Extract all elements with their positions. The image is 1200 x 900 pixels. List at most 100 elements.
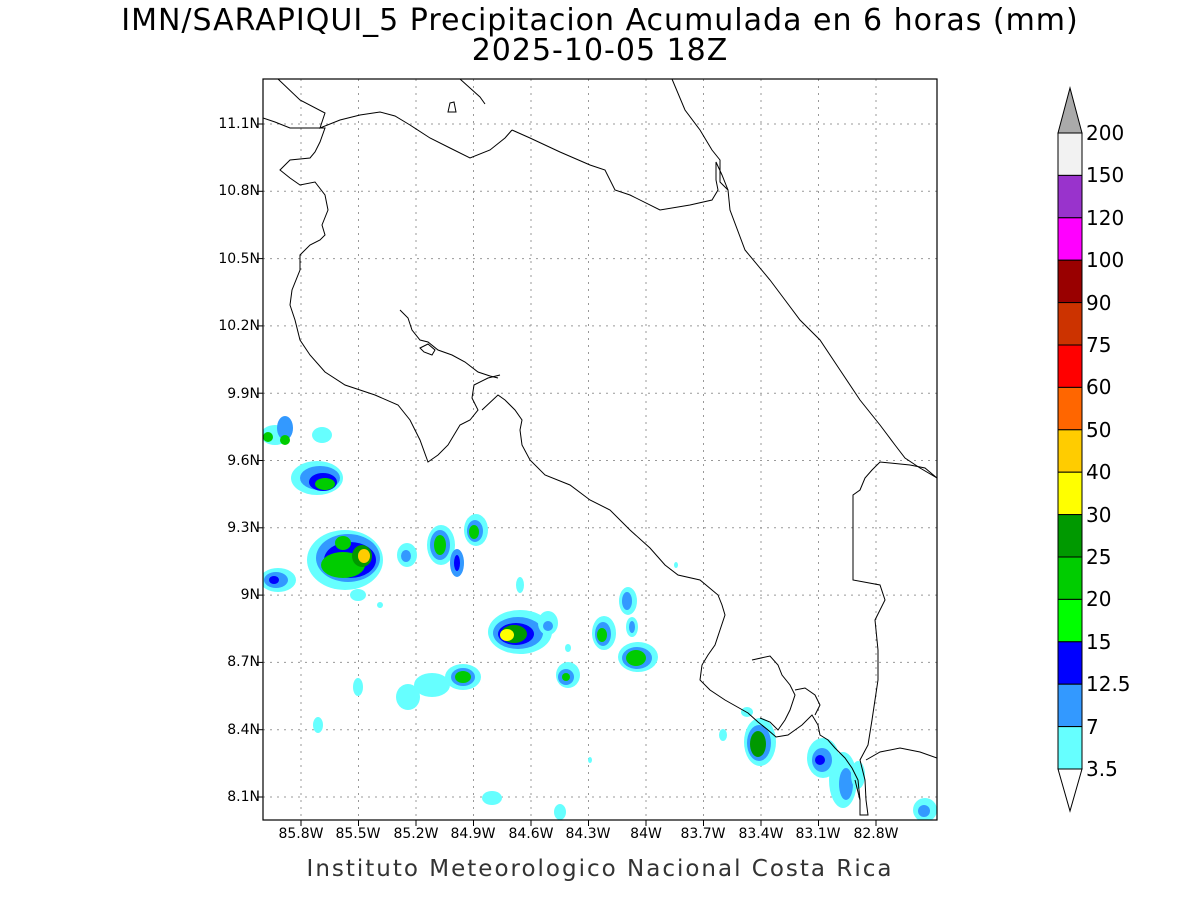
panama-border [852, 461, 937, 816]
colorbar-label: 90 [1086, 291, 1112, 315]
pacific-coast-central [481, 394, 861, 801]
coastline-borders [263, 79, 937, 816]
grid-lines [263, 79, 937, 820]
colorbar-swatch [1057, 726, 1083, 770]
lon-label: 85.8W [278, 826, 324, 842]
rain-cell [353, 678, 363, 696]
lat-label: 8.4N [227, 722, 260, 738]
rain-cell [377, 602, 383, 608]
map-frame [262, 78, 938, 821]
colorbar-label: 60 [1086, 375, 1112, 399]
colorbar-label: 40 [1086, 460, 1112, 484]
colorbar-swatch [1057, 302, 1083, 346]
nicoya-gulf [399, 309, 499, 379]
lon-label: 85.2W [393, 826, 439, 842]
colorbar-label: 30 [1086, 503, 1112, 527]
nicaragua-costa-rica-border [511, 129, 729, 211]
lon-label: 83.1W [795, 826, 841, 842]
colorbar-swatch [1057, 344, 1083, 388]
colorbar-swatch [1057, 598, 1083, 643]
pacific-coast-guanacaste [263, 117, 501, 463]
lon-label: 83.4W [738, 826, 784, 842]
colorbar-swatch [1057, 514, 1083, 558]
lon-label: 83.7W [680, 826, 726, 842]
colorbar-swatch [1057, 386, 1083, 431]
caribbean-coast [671, 79, 937, 479]
colorbar-swatch [1057, 132, 1083, 176]
colorbar-label: 15 [1086, 630, 1112, 654]
colorbar-label: 25 [1086, 545, 1112, 569]
colorbar [1057, 86, 1083, 813]
rain-cell [719, 707, 776, 766]
colorbar-bottom-arrow [1057, 768, 1083, 813]
colorbar-label: 20 [1086, 587, 1112, 611]
colorbar-swatch [1057, 259, 1083, 304]
colorbar-swatch [1057, 429, 1083, 473]
colorbar-swatch [1057, 641, 1083, 685]
lake-nicaragua-shore-north [459, 79, 486, 105]
colorbar-label: 7 [1086, 715, 1099, 739]
rain-cell [674, 562, 678, 568]
colorbar-label: 150 [1086, 163, 1125, 187]
map-title: IMN/SARAPIQUI_5 Precipitacion Acumulada … [121, 3, 1079, 38]
colorbar-swatch [1057, 174, 1083, 219]
colorbar-label: 120 [1086, 206, 1125, 230]
gulf-island [419, 343, 436, 356]
rain-cell [307, 530, 383, 590]
colorbar-label: 200 [1086, 121, 1125, 145]
rain-cell [313, 717, 323, 733]
colorbar-swatch [1057, 683, 1083, 728]
colorbar-label: 3.5 [1086, 757, 1118, 781]
rain-cell [488, 610, 558, 654]
axis-ticks [257, 123, 877, 826]
lat-label: 8.1N [227, 789, 260, 805]
lon-label: 82.8W [853, 826, 899, 842]
rain-cell [516, 577, 524, 593]
lat-label: 10.8N [218, 183, 260, 199]
osa-peninsula [794, 687, 821, 716]
lat-label: 10.5N [218, 251, 260, 267]
footer-credit: Instituto Meteorologico Nacional Costa R… [306, 856, 894, 882]
rain-cell [397, 543, 417, 567]
rain-cell [427, 525, 455, 565]
lat-label: 8.7N [227, 654, 260, 670]
rain-cell [263, 568, 296, 592]
rain-cell [482, 791, 502, 805]
lat-label: 9.9N [227, 386, 260, 402]
colorbar-label: 50 [1086, 418, 1112, 442]
colorbar-swatch [1057, 217, 1083, 261]
rain-cell [450, 549, 464, 577]
rain-cell [312, 427, 332, 443]
colorbar-label: 12.5 [1086, 672, 1131, 696]
colorbar-swatch [1057, 471, 1083, 516]
map-subtitle-datetime: 2025-10-05 18Z [471, 33, 729, 68]
precipitation-field [263, 416, 937, 820]
colorbar-swatch [1057, 556, 1083, 600]
rain-cell [618, 642, 658, 672]
lon-label: 84.9W [450, 826, 496, 842]
rain-cell [396, 664, 481, 710]
lon-label: 85.5W [335, 826, 381, 842]
lat-label: 9N [240, 587, 260, 603]
rain-cell [291, 461, 343, 495]
rain-cell [350, 589, 366, 601]
lake-nicaragua-shore [277, 79, 513, 159]
lon-label: 84.3W [565, 826, 611, 842]
rain-cell [592, 616, 616, 650]
rain-cell [588, 757, 592, 763]
lon-label: 84.6W [508, 826, 554, 842]
rain-cell [263, 416, 293, 445]
colorbar-label: 75 [1086, 333, 1112, 357]
colorbar-top-arrow [1057, 86, 1083, 134]
lat-label: 9.3N [227, 520, 260, 536]
golfo-dulce [751, 655, 796, 731]
lat-label: 9.6N [227, 453, 260, 469]
lat-label: 10.2N [218, 318, 260, 334]
rain-cell [913, 798, 937, 820]
rain-cell [464, 514, 488, 546]
island [447, 101, 457, 113]
rain-cell [554, 804, 566, 820]
colorbar-label: 100 [1086, 248, 1125, 272]
rain-cell [556, 644, 580, 688]
